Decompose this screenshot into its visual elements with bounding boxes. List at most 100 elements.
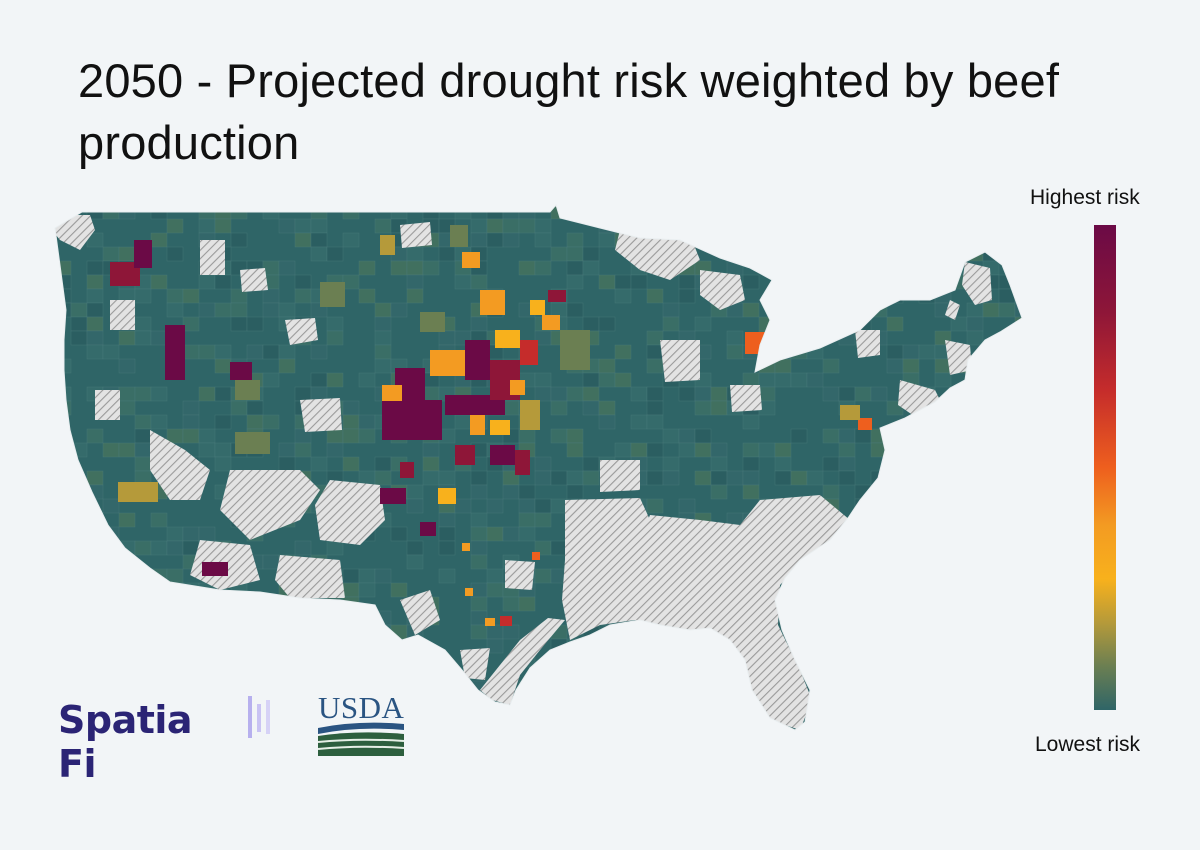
county-tile (934, 470, 952, 486)
county-tile (838, 526, 856, 542)
county-tile (118, 582, 136, 598)
county-tile (950, 526, 968, 542)
county-tile (711, 737, 727, 751)
county-tile (934, 722, 952, 730)
county-tile (374, 218, 392, 234)
county-tile (582, 316, 600, 332)
county-tile (806, 470, 824, 486)
risk-patch (500, 616, 512, 626)
county-tile (486, 232, 504, 248)
county-tile (166, 302, 184, 318)
county-tile (758, 316, 776, 332)
county-tile (246, 400, 264, 416)
county-tile (198, 596, 216, 612)
county-tile (198, 624, 216, 640)
county-tile (726, 218, 744, 234)
county-tile (518, 498, 536, 514)
county-tile (598, 372, 616, 388)
county-tile (150, 568, 168, 584)
county-tile (262, 666, 280, 682)
map-counties (55, 205, 1022, 751)
county-tile (934, 526, 952, 542)
county-tile (662, 316, 680, 332)
county-tile (886, 554, 904, 570)
county-tile (758, 205, 776, 220)
county-tile (614, 708, 632, 724)
county-tile (662, 428, 680, 444)
county-tile (967, 737, 983, 751)
county-tile (262, 344, 280, 360)
county-tile (86, 638, 104, 654)
county-tile (774, 205, 792, 220)
county-tile (982, 512, 1000, 528)
county-tile (470, 554, 488, 570)
county-tile (646, 386, 664, 402)
county-tile (854, 302, 872, 318)
county-tile (710, 232, 728, 248)
usda-logo-text: USDA (318, 690, 405, 725)
county-tile (150, 638, 168, 654)
county-tile (758, 386, 776, 402)
county-tile (70, 484, 88, 500)
county-tile (934, 218, 952, 234)
county-tile (182, 400, 200, 416)
county-tile (198, 526, 216, 542)
county-tile (246, 596, 264, 612)
county-tile (566, 386, 584, 402)
county-tile (838, 260, 856, 276)
county-tile (998, 554, 1016, 570)
county-tile (1014, 554, 1022, 570)
county-tile (822, 484, 840, 500)
county-tile (838, 582, 856, 598)
county-tile (150, 232, 168, 248)
county-tile (486, 526, 504, 542)
county-tile (230, 316, 248, 332)
county-tile (55, 302, 72, 318)
county-tile (918, 638, 936, 654)
county-tile (646, 638, 664, 654)
county-tile (918, 288, 936, 304)
county-tile (982, 414, 1000, 430)
county-tile (118, 358, 136, 374)
county-tile (86, 260, 104, 276)
county-tile (886, 568, 904, 584)
county-tile (518, 260, 536, 276)
county-tile (982, 498, 1000, 514)
county-tile (518, 526, 536, 542)
risk-patch (560, 330, 590, 370)
risk-patch (530, 300, 545, 315)
county-tile (342, 666, 360, 682)
county-tile (486, 638, 504, 654)
county-tile (406, 288, 424, 304)
county-tile (230, 400, 248, 416)
county-tile (422, 260, 440, 276)
county-tile (470, 484, 488, 500)
county-tile (727, 737, 743, 751)
county-tile (55, 568, 72, 584)
county-tile (1014, 596, 1022, 612)
county-tile (342, 568, 360, 584)
county-tile (374, 470, 392, 486)
risk-patch (470, 415, 485, 435)
county-tile (502, 596, 520, 612)
county-tile (902, 722, 920, 730)
county-tile (454, 498, 472, 514)
county-tile (839, 737, 855, 751)
county-tile (438, 526, 456, 542)
county-tile (262, 414, 280, 430)
county-tile (182, 344, 200, 360)
county-tile (838, 610, 856, 626)
county-tile (278, 610, 296, 626)
county-tile (246, 344, 264, 360)
county-tile (790, 582, 808, 598)
usda-field-icon (318, 722, 404, 756)
county-tile (1014, 484, 1022, 500)
county-tile (230, 666, 248, 682)
county-tile (86, 344, 104, 360)
county-tile (198, 442, 216, 458)
county-tile (470, 512, 488, 528)
county-tile (182, 428, 200, 444)
no-data-texas-coast (480, 618, 565, 705)
county-tile (982, 232, 1000, 248)
county-tile (86, 330, 104, 346)
